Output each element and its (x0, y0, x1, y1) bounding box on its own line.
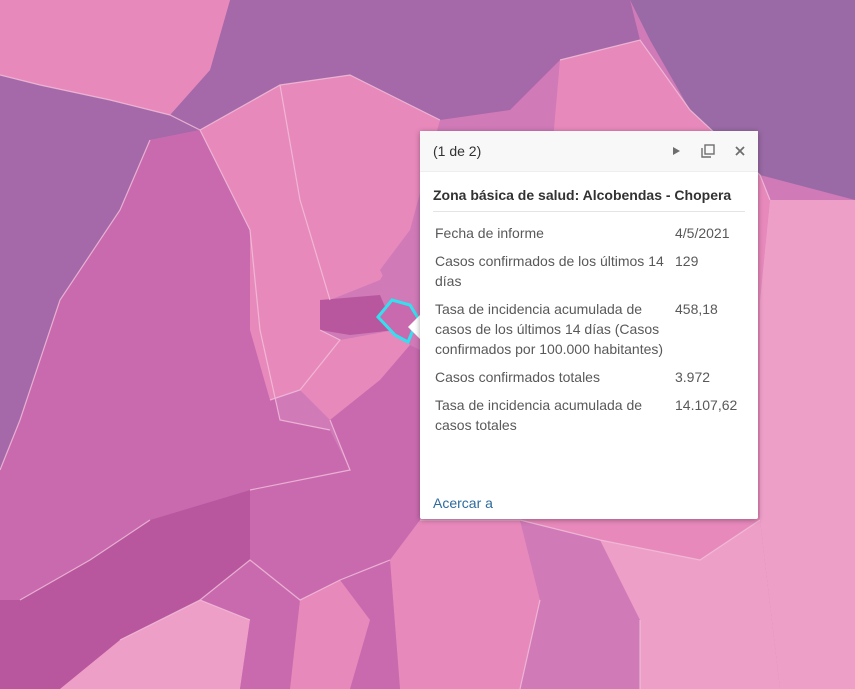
field-value: 4/5/2021 (675, 225, 730, 241)
next-feature-button[interactable] (666, 141, 686, 161)
map-zone[interactable] (520, 520, 640, 689)
field-label: Fecha de informe (435, 225, 544, 241)
map-zone[interactable] (200, 75, 440, 400)
map-zone[interactable] (60, 600, 250, 689)
map-zone[interactable] (300, 330, 410, 420)
table-row: Casos confirmados totales 3.972 (432, 365, 746, 393)
map-zone[interactable] (170, 0, 640, 130)
map-zone[interactable] (0, 130, 350, 600)
popup-counter: (1 de 2) (433, 143, 482, 159)
field-label: Tasa de incidencia acumulada de casos to… (435, 397, 643, 433)
map-zone[interactable] (600, 520, 780, 689)
field-label: Casos confirmados de los últimos 14 días (435, 253, 664, 289)
field-label: Tasa de incidencia acumulada de casos de… (435, 301, 664, 357)
close-icon (735, 146, 745, 156)
map-zone[interactable] (0, 490, 250, 689)
map-zone[interactable] (290, 580, 370, 689)
table-row: Tasa de incidencia acumulada de casos to… (432, 393, 746, 441)
map-zone[interactable] (250, 345, 420, 600)
map-zone[interactable] (630, 0, 855, 200)
popup-header: (1 de 2) (420, 131, 758, 172)
popup: (1 de 2) Zona básica de salud: Alcobenda… (420, 131, 758, 519)
table-row: Casos confirmados de los últimos 14 días… (432, 249, 746, 297)
close-button[interactable] (730, 141, 750, 161)
table-row: Fecha de informe 4/5/2021 (432, 221, 746, 249)
popup-title: Zona básica de salud: Alcobendas - Chope… (433, 187, 732, 203)
maximize-button[interactable] (698, 141, 718, 161)
table-row: Tasa de incidencia acumulada de casos de… (432, 297, 746, 365)
map-zone[interactable] (0, 75, 200, 470)
map-zone[interactable] (380, 230, 420, 300)
next-icon (673, 147, 680, 155)
maximize-icon (701, 144, 715, 158)
map-zone[interactable] (0, 0, 230, 115)
divider (433, 211, 745, 212)
field-value: 14.107,62 (675, 397, 738, 413)
attribute-table: Fecha de informe 4/5/2021 Casos confirma… (432, 221, 746, 441)
field-value: 3.972 (675, 369, 711, 385)
field-value: 129 (675, 253, 699, 269)
map-zone[interactable] (320, 295, 395, 335)
zoom-to-link[interactable]: Acercar a (433, 495, 493, 511)
road-network (0, 39, 771, 689)
popup-pointer (408, 315, 420, 339)
map-zone[interactable] (760, 200, 855, 689)
field-label: Casos confirmados totales (435, 369, 600, 385)
field-value: 458,18 (675, 301, 718, 317)
map-zone[interactable] (390, 520, 540, 689)
